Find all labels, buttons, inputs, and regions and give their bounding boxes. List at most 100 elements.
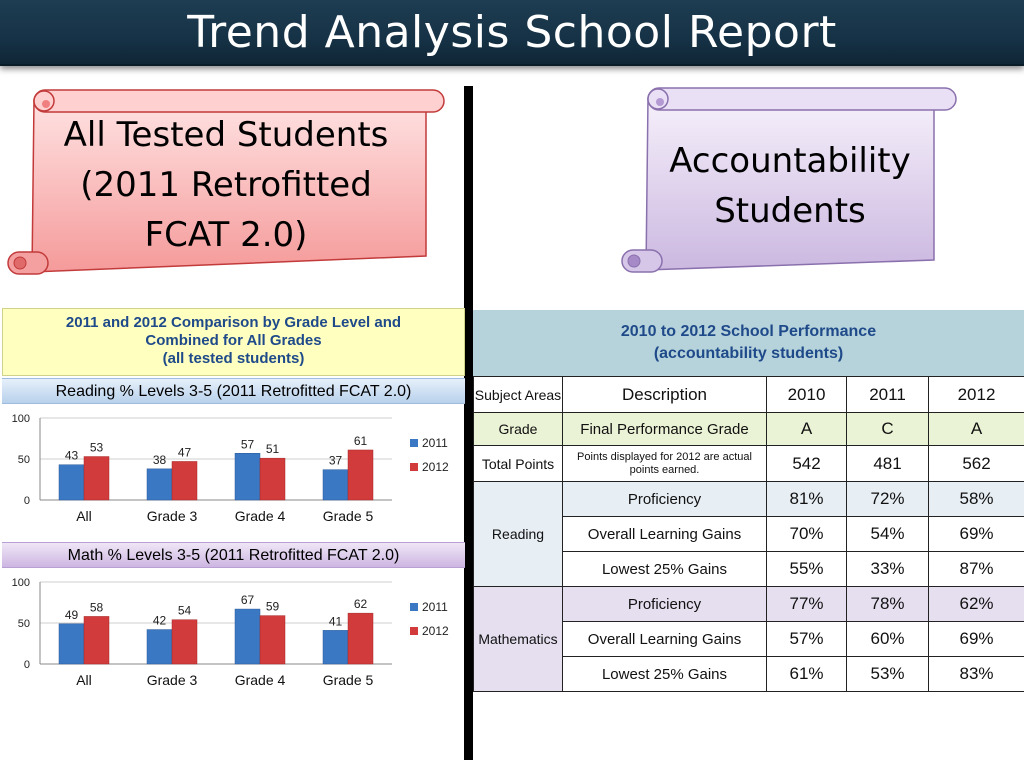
description-cell: Final Performance Grade: [562, 412, 767, 446]
value-cell: 481: [846, 445, 929, 482]
bar: [234, 608, 261, 665]
left-scroll-line: FCAT 2.0): [144, 215, 308, 255]
table-row: Overall Learning Gains 70% 54% 69%: [474, 516, 1024, 552]
value-cell: C: [846, 412, 929, 446]
legend-label: 2012: [422, 624, 449, 638]
value-cell: 83%: [928, 656, 1024, 692]
bar: [347, 449, 374, 501]
x-tick-label: All: [76, 508, 92, 524]
left-chart-header: 2011 and 2012 Comparison by Grade Level …: [2, 308, 465, 376]
table-header-row: Subject Areas Description 2010 2011 2012: [473, 376, 1024, 413]
table-title-line: 2010 to 2012 School Performance: [620, 323, 877, 340]
column-header: 2010: [766, 376, 847, 413]
left-header-line: Combined for All Grades: [145, 332, 322, 349]
performance-table: Subject Areas Description 2010 2011 2012…: [473, 376, 1024, 692]
column-header: 2011: [846, 376, 929, 413]
legend-swatch: [410, 463, 418, 471]
left-scroll-line: (2011 Retrofitted: [80, 165, 372, 205]
bar-value-label: 51: [266, 442, 280, 456]
column-header: Subject Areas: [473, 376, 563, 413]
value-cell: 69%: [928, 516, 1024, 552]
y-tick-label: 0: [24, 495, 30, 507]
value-cell: 55%: [766, 551, 847, 587]
reading-chart-title: Reading % Levels 3-5 (2011 Retrofitted F…: [2, 378, 465, 404]
right-scroll-banner: [621, 87, 957, 273]
value-cell: 77%: [766, 586, 847, 622]
y-tick-label: 50: [18, 618, 30, 630]
bar: [58, 623, 85, 665]
left-scroll-text: All Tested Students (2011 Retrofitted FC…: [40, 110, 412, 260]
bar-value-label: 61: [354, 434, 368, 448]
legend-label: 2011: [422, 436, 448, 450]
bar: [83, 616, 110, 665]
value-cell: A: [766, 412, 847, 446]
value-cell: 62%: [928, 586, 1024, 622]
bar-value-label: 43: [65, 449, 79, 463]
value-cell: 72%: [846, 481, 929, 517]
bar: [322, 469, 349, 501]
y-tick-label: 0: [24, 659, 30, 671]
bar-value-label: 58: [90, 600, 104, 614]
bar: [259, 615, 286, 665]
vertical-divider: [464, 86, 473, 760]
description-cell: Proficiency: [562, 586, 767, 622]
page-title: Trend Analysis School Report: [187, 7, 837, 58]
reading-bar-chart: 0 50 100 43 53 All 38 47 Grade 3 57 51 Grade 4 37 61 G…: [12, 413, 449, 524]
value-cell: 69%: [928, 621, 1024, 657]
right-scroll-line: Students: [714, 191, 866, 231]
bar-value-label: 38: [153, 453, 167, 467]
x-tick-label: Grade 4: [235, 672, 286, 688]
value-cell: 87%: [928, 551, 1024, 587]
value-cell: 70%: [766, 516, 847, 552]
legend-label: 2011: [422, 600, 448, 614]
subject-cell: Total Points: [473, 445, 563, 482]
left-scroll-banner: [7, 89, 445, 275]
bar-value-label: 53: [90, 441, 104, 455]
legend-swatch: [410, 627, 418, 635]
math-chart-title: Math % Levels 3-5 (2011 Retrofitted FCAT…: [2, 542, 465, 568]
bar-value-label: 57: [241, 437, 255, 451]
y-tick-label: 50: [18, 454, 30, 466]
x-tick-label: Grade 5: [323, 672, 374, 688]
bar: [259, 457, 286, 501]
column-header: Description: [562, 376, 767, 413]
bar-value-label: 49: [65, 608, 79, 622]
value-cell: A: [928, 412, 1024, 446]
x-tick-label: All: [76, 672, 92, 688]
y-tick-label: 100: [12, 413, 30, 425]
left-header-line: (all tested students): [162, 350, 305, 367]
table-title-line: (accountability students): [653, 345, 844, 362]
bar: [83, 456, 110, 501]
bar: [347, 612, 374, 665]
table-row-grade: Grade Final Performance Grade A C A: [473, 412, 1024, 446]
table-row-total-points: Total Points Points displayed for 2012 a…: [473, 445, 1024, 482]
value-cell: 78%: [846, 586, 929, 622]
description-cell: Lowest 25% Gains: [562, 656, 767, 692]
title-bar: [0, 0, 1024, 66]
description-cell: Lowest 25% Gains: [562, 551, 767, 587]
bar: [322, 630, 349, 665]
value-cell: 81%: [766, 481, 847, 517]
value-cell: 33%: [846, 551, 929, 587]
left-scroll-line: All Tested Students: [63, 115, 389, 155]
bar-value-label: 41: [329, 614, 343, 628]
value-cell: 562: [928, 445, 1024, 482]
bar-value-label: 47: [178, 445, 192, 459]
value-cell: 542: [766, 445, 847, 482]
right-scroll-line: Accountability: [669, 141, 911, 181]
bar: [146, 468, 173, 501]
bar-value-label: 37: [329, 454, 343, 468]
description-cell: Proficiency: [562, 481, 767, 517]
left-chart-panel: 2011 and 2012 Comparison by Grade Level …: [0, 308, 465, 698]
column-header: 2012: [928, 376, 1024, 413]
description-cell: Overall Learning Gains: [562, 516, 767, 552]
table-row: Lowest 25% Gains 61% 53% 83%: [474, 656, 1024, 692]
table-title: 2010 to 2012 School Performance (account…: [473, 310, 1024, 376]
subject-cell: Reading: [473, 481, 563, 587]
subject-cell: Mathematics: [473, 586, 563, 692]
bar-value-label: 42: [153, 614, 167, 628]
legend-swatch: [410, 439, 418, 447]
bar-value-label: 62: [354, 597, 368, 611]
legend-swatch: [410, 603, 418, 611]
table-row: Mathematics Proficiency 77% 78% 62%: [473, 586, 1024, 692]
